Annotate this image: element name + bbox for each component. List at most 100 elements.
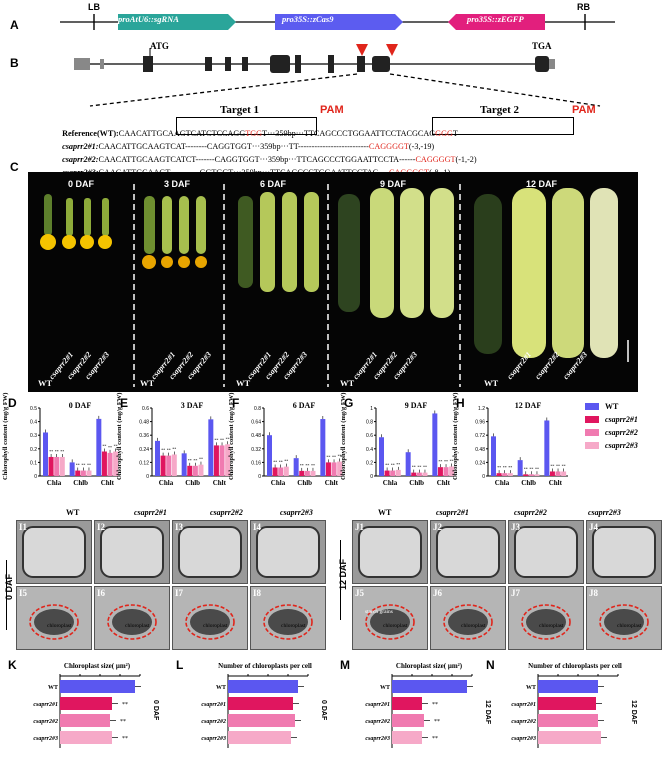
panel-label-N: N <box>486 658 495 672</box>
x-tick-label: Chla <box>271 479 286 487</box>
y-tick-label: 0.24 <box>139 447 149 453</box>
em-image-J6: J6 chloroplast <box>430 586 506 650</box>
y-tick-label: 1.2 <box>478 406 485 412</box>
y-tick-label: 0.96 <box>475 420 485 426</box>
bar-F-Chlt-3 <box>337 461 343 476</box>
bar-D-Chlb-3 <box>86 470 92 476</box>
chart-svg-H: 00.240.480.720.961.2 12 DAF** ** **Chla** **… <box>475 401 568 487</box>
panel-label-D: D <box>8 396 17 410</box>
x-tick-label: Chlt <box>101 479 115 487</box>
bar-H-Chla-0 <box>491 436 496 476</box>
sig-mark: ** <box>172 446 176 451</box>
sig-mark: ** <box>434 719 440 725</box>
sig-mark: ** <box>503 465 507 470</box>
y-tick-label: 0.3 <box>30 433 37 439</box>
category-label: csaprr2#1 <box>365 702 390 708</box>
category-label: csaprr2#3 <box>511 736 536 742</box>
em-label-J5: J5 <box>355 588 364 598</box>
chart-svg-E: 00.120.240.360.480.6 3 DAF** ** **Chla** ** *… <box>139 401 232 487</box>
chart-title-M: Chloroplast size( μm²) <box>396 662 463 670</box>
daf-6: 6 DAF <box>260 179 287 189</box>
hbar-L-3 <box>228 731 291 744</box>
sig-mark: ** <box>305 463 309 468</box>
category-label: WT <box>526 685 536 691</box>
chart-svg-F: 00.160.320.480.640.8 6 DAF** ** **Chla** ** *… <box>251 401 344 487</box>
x-tick-label: Chla <box>495 479 510 487</box>
sig-mark: ** <box>161 448 165 453</box>
category-label: csaprr2#3 <box>201 736 226 742</box>
category-label: csaprr2#2 <box>33 719 58 725</box>
genotype-wt-3: WT <box>140 378 155 388</box>
target1-label: Target 1 <box>220 104 260 116</box>
em-drawing <box>173 587 247 649</box>
bar-E-Chlb-3 <box>198 464 204 476</box>
sig-mark: ** <box>226 436 230 441</box>
bar-G-Chla-1 <box>384 470 390 476</box>
y-tick-label: 0.1 <box>30 460 37 466</box>
sig-mark: ** <box>423 465 427 470</box>
x-tick-label: Chlb <box>73 479 88 487</box>
y-axis-label-0: Chlorophyll content (mg/g FW) <box>116 392 123 480</box>
y-tick-label: 0.48 <box>251 433 261 439</box>
em-label-J3: J3 <box>511 522 520 532</box>
legend-swatch-3 <box>585 442 599 449</box>
sig-mark: ** <box>529 466 533 471</box>
em-header-right-wt: WT <box>378 508 392 517</box>
pam1-label: PAM <box>320 104 344 116</box>
sig-mark: ** <box>396 462 400 467</box>
em-label-I5: I5 <box>19 588 28 598</box>
em-label-I3: I3 <box>175 522 184 532</box>
bar-D-Chla-2 <box>54 456 60 476</box>
chloroplast-label: chloroplast <box>617 623 642 629</box>
bar-F-Chla-0 <box>267 435 272 476</box>
category-label: csaprr2#1 <box>201 702 226 708</box>
legend: WT csaprr2#1 csaprr2#2 csaprr2#3 <box>585 402 638 450</box>
chloroplast-label: chloroplast <box>461 623 486 629</box>
chart-svg-K: Chloroplast size( μm²) WT csaprr2#1 ** csapr… <box>33 662 159 748</box>
em-label-I2: I2 <box>97 522 106 532</box>
em-drawing <box>100 526 164 578</box>
bar-H-Chlt-0 <box>544 420 550 476</box>
y-tick-label: 0.6 <box>366 433 373 439</box>
hbar-L-1 <box>228 697 293 710</box>
em-drawing <box>178 526 242 578</box>
side-label: 12 DAF <box>630 700 637 725</box>
bar-F-Chlb-2 <box>304 470 310 476</box>
bar-F-Chla-3 <box>283 466 289 476</box>
gene-structure-diagram <box>74 44 601 107</box>
bar-H-Chla-3 <box>507 473 513 476</box>
em-header-left-2: csaprr2#2 <box>210 508 243 517</box>
em-image-J1: J1 <box>352 520 428 584</box>
bar-D-Chlb-0 <box>69 462 75 476</box>
em-image-I5: I5 chloroplast <box>16 586 92 650</box>
em-image-J7: J7 chloroplast <box>508 586 584 650</box>
x-tick-label: Chla <box>159 479 174 487</box>
rb-label: RB <box>577 2 590 12</box>
em-label-I8: I8 <box>253 588 262 598</box>
target2-label: Target 2 <box>480 104 520 116</box>
bar-E-Chlt-2 <box>219 445 225 476</box>
daf-3: 3 DAF <box>164 179 191 189</box>
x-tick-label: Chlt <box>437 479 451 487</box>
sig-mark: ** <box>60 449 64 454</box>
y-tick-label: 0.8 <box>254 406 261 412</box>
em-label-J2: J2 <box>433 522 442 532</box>
sig-mark: ** <box>311 463 315 468</box>
y-tick-label: 0.8 <box>366 420 373 426</box>
em-label-I1: I1 <box>19 522 28 532</box>
sig-mark: ** <box>332 454 336 459</box>
bar-H-Chlt-3 <box>561 471 567 476</box>
sig-mark: ** <box>279 460 283 465</box>
em-header-left-1: csaprr2#1 <box>134 508 167 517</box>
sig-mark: ** <box>214 437 218 442</box>
y-tick-label: 0.72 <box>475 433 485 439</box>
y-tick-label: 0.6 <box>142 406 149 412</box>
sig-mark: ** <box>444 459 448 464</box>
segment-cas9: pro35S::zCas9 <box>282 14 334 24</box>
panel-c-label: C <box>10 160 19 174</box>
em-image-I7: I7 chloroplast <box>172 586 248 650</box>
panel-label-K: K <box>8 658 17 672</box>
chart-svg-N: Number of chloroplasts per cell WT csaprr2… <box>511 662 637 748</box>
seq-row-2: csaprr2#2:CAACATTGCAAGTCATCT-------CAGGT… <box>62 155 477 164</box>
pam2-label: PAM <box>572 104 596 116</box>
